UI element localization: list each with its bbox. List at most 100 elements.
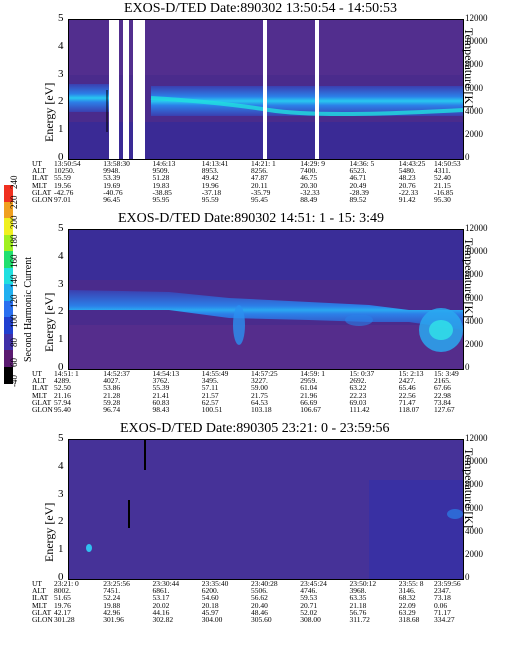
panel2-eph-value: 15: 0:37 bbox=[349, 369, 375, 378]
colorbar-tick: 140 bbox=[9, 274, 19, 289]
panel2-eph-value: 14:55:49 bbox=[201, 369, 229, 378]
panel2-eph-value: 21.96 bbox=[300, 390, 318, 400]
panel1-eph-value: 55.59 bbox=[54, 173, 71, 183]
panel3-rtick: 8000 bbox=[465, 479, 483, 490]
panel1-rtick: 0 bbox=[465, 152, 470, 162]
panel2-eph-value: 4027. bbox=[103, 376, 121, 386]
panel3-rtick: 6000 bbox=[465, 502, 483, 513]
panel2-eph-value: 21.28 bbox=[103, 390, 121, 400]
panel3-ytick: 0 bbox=[58, 571, 64, 583]
panel1-rtick: 8000 bbox=[465, 59, 483, 70]
panel1-eph-value: 46.75 bbox=[300, 173, 318, 183]
panel3-eph-value: 5506. bbox=[251, 586, 268, 596]
colorbar-swatch bbox=[4, 185, 13, 202]
panel1-eph-value: 8953. bbox=[201, 166, 219, 176]
panel1-eph-value: -28.39 bbox=[349, 187, 369, 197]
panel3-eph-label: ALT bbox=[32, 586, 46, 596]
panel2-eph-value: 53.86 bbox=[103, 383, 121, 393]
panel1-title: EXOS-D/TED Date:890302 13:50:54 - 14:50:… bbox=[124, 1, 397, 16]
panel1-eph-value: 7400. bbox=[300, 166, 318, 176]
colorbar-tick: 220 bbox=[9, 195, 19, 209]
panel1-eph-label: ALT bbox=[32, 166, 46, 176]
panel1-eph-value: 14:43:25 bbox=[398, 159, 426, 168]
panel2-eph-value: 64.53 bbox=[251, 397, 268, 407]
panel2-eph-value: 3227. bbox=[251, 376, 268, 386]
colorbar-swatch bbox=[4, 284, 13, 301]
panel2-eph-value: 3762. bbox=[152, 376, 170, 386]
panel1-spectrogram bbox=[69, 20, 463, 159]
panel1-eph-label: UT bbox=[32, 159, 42, 168]
panel2-eph-value: 62.57 bbox=[201, 397, 219, 407]
colorbar-swatch bbox=[4, 317, 13, 334]
panel1-eph-value: 5480. bbox=[398, 166, 416, 176]
panel1-ytick: 1 bbox=[58, 123, 64, 136]
panel1-eph-label: MLT bbox=[32, 180, 48, 190]
panel3-rtick: 10000 bbox=[465, 456, 488, 467]
panel1-eph-value: 13:50:54 bbox=[54, 159, 81, 168]
panel2-blob-1 bbox=[233, 305, 245, 345]
panel1-ytick: 2 bbox=[58, 95, 64, 108]
panel3-ytick: 5 bbox=[58, 432, 64, 444]
colorbar-swatch bbox=[4, 218, 13, 235]
panel2-spectrogram bbox=[69, 230, 463, 369]
panel1-ytick: 3 bbox=[58, 67, 64, 80]
panel2-upper-region bbox=[69, 230, 463, 280]
panel2-eph-label: UT bbox=[32, 369, 42, 378]
panel2-eph-value: 14:59: 1 bbox=[300, 369, 326, 378]
panel1-eph-value: -38.85 bbox=[152, 187, 172, 197]
panel2-eph-value: 22.98 bbox=[434, 390, 451, 400]
panel3-spot-2 bbox=[447, 509, 463, 519]
panel1-eph-value: 97.01 bbox=[54, 195, 71, 204]
panel3-eph-label: GLON bbox=[32, 615, 53, 624]
panel1-eph-value: 14:36: 5 bbox=[349, 159, 375, 168]
panel1-eph-value: 20.49 bbox=[349, 180, 367, 190]
panel3-eph-value: 2347. bbox=[434, 586, 451, 596]
panel2-eph-value: 106.67 bbox=[300, 405, 321, 414]
panel3-ylabel: Energy [eV] bbox=[42, 502, 56, 562]
panel2-eph-value: 69.03 bbox=[349, 397, 367, 407]
panel3-rtick: 2000 bbox=[465, 548, 483, 559]
panel2-rtick: 10000 bbox=[465, 246, 488, 257]
panel2-plot bbox=[68, 229, 464, 370]
panel3-eph-label: GLAT bbox=[32, 607, 52, 617]
panel2-ytick: 0 bbox=[58, 361, 64, 373]
panel1-eph-value: 14:6:13 bbox=[152, 159, 176, 168]
panel3-eph-value: 23:40:28 bbox=[251, 579, 278, 588]
panel1-eph-value: 95.59 bbox=[201, 195, 219, 204]
panel2-ytick: 1 bbox=[58, 333, 64, 346]
panel3-eph-value: 19.88 bbox=[103, 600, 121, 610]
colorbar-tick: 60 bbox=[9, 358, 19, 368]
panel1-rtick: 12000 bbox=[465, 13, 488, 23]
panel2-eph-label: GLAT bbox=[32, 397, 52, 407]
panel2-eph-value: 55.39 bbox=[152, 383, 170, 393]
panel1-eph-value: 14:21: 1 bbox=[251, 159, 276, 168]
panel1-eph-value: 19.56 bbox=[54, 180, 71, 190]
panel2-ytick: 5 bbox=[58, 222, 64, 234]
panel3-eph-value: 54.60 bbox=[201, 593, 219, 603]
panel2-eph-value: 59.00 bbox=[251, 383, 268, 393]
panel3-eph-value: 19.76 bbox=[54, 600, 71, 610]
panel1-eph-value: 49.42 bbox=[201, 173, 219, 183]
panel3-eph-value: 21.18 bbox=[349, 600, 367, 610]
panel3-eph-value: 23:45:24 bbox=[300, 579, 327, 588]
panel2-eph-value: 14:54:13 bbox=[152, 369, 180, 378]
panel2-eph-value: 95.40 bbox=[54, 405, 71, 414]
panel1-ytick: 0 bbox=[58, 151, 64, 163]
panel2-eph-value: 103.18 bbox=[251, 405, 272, 414]
panel3-eph-value: 23:25:56 bbox=[103, 579, 130, 588]
panel2-eph-value: 2692. bbox=[349, 376, 367, 386]
panel1-eph-value: 95.45 bbox=[251, 195, 268, 204]
panel1-eph-value: -16.85 bbox=[434, 187, 454, 197]
panel1-gap-3 bbox=[133, 20, 145, 159]
panel1-eph-value: 91.42 bbox=[398, 195, 416, 204]
panel1-gap-4 bbox=[263, 20, 267, 159]
panel1-eph-value: 20.11 bbox=[251, 180, 268, 190]
panel2-eph-value: 73.84 bbox=[434, 397, 451, 407]
panel2-eph-value: 127.67 bbox=[434, 405, 455, 414]
panel1-eph-value: 14:13:41 bbox=[201, 159, 229, 168]
panel2-ylabel: Energy [eV] bbox=[42, 292, 56, 352]
panel3-spot-1 bbox=[86, 544, 92, 552]
panel1-ytick: 4 bbox=[58, 39, 64, 52]
panel3-ytick: 4 bbox=[58, 459, 64, 472]
panel2-eph-value: 21.16 bbox=[54, 390, 71, 400]
